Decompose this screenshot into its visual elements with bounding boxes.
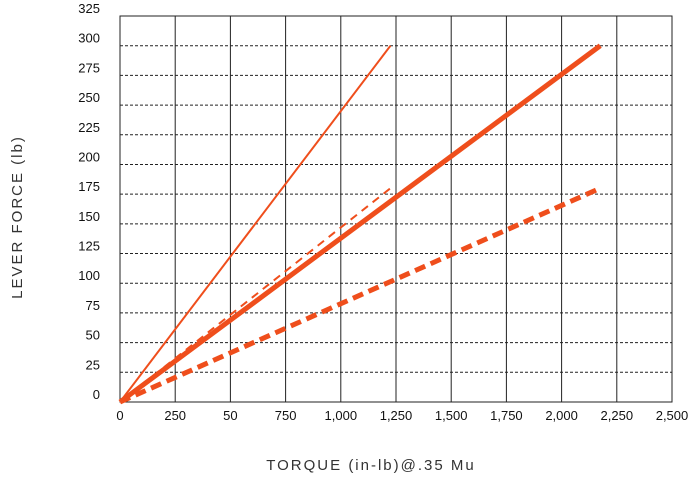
x-tick-label: 250 — [164, 408, 186, 423]
series-line-2 — [118, 43, 602, 405]
x-tick-label: 2,250 — [601, 408, 634, 423]
y-tick-label: 100 — [78, 268, 100, 283]
y-tick-label: 50 — [86, 328, 100, 343]
x-tick-label: 2,000 — [545, 408, 578, 423]
x-tick-label: 2,500 — [656, 408, 689, 423]
y-tick-label: 275 — [78, 60, 100, 75]
y-tick-label: 250 — [78, 90, 100, 105]
y-tick-label: 75 — [86, 298, 100, 313]
x-tick-label: 1,250 — [380, 408, 413, 423]
y-tick-label: 325 — [78, 1, 100, 16]
y-tick-label: 300 — [78, 31, 100, 46]
y-axis-title: LEVER FORCE (lb) — [9, 135, 26, 299]
x-tick-label: 1,500 — [435, 408, 468, 423]
y-tick-label: 225 — [78, 120, 100, 135]
x-tick-label: 0 — [116, 408, 123, 423]
series-line-4 — [118, 185, 602, 405]
y-tick-label: 25 — [86, 357, 100, 372]
series-group — [118, 43, 602, 405]
y-tick-label: 125 — [78, 239, 100, 254]
y-tick-label: 175 — [78, 179, 100, 194]
y-tick-label: 200 — [78, 149, 100, 164]
series-line-3 — [119, 187, 392, 403]
grid — [119, 15, 673, 403]
y-tick-labels: 0 25 50 75 100 125 150 175 200 225 250 275 300 325 — [78, 1, 100, 402]
x-tick-label: 50 — [223, 408, 237, 423]
plot-frame — [119, 15, 673, 403]
series-line-1 — [119, 45, 392, 403]
x-axis-title: TORQUE (in-lb)@.35 Mu — [266, 457, 475, 474]
x-tick-labels: 0 250 50 750 1,000 1,250 1,500 1,750 2,000 2,250 2… — [116, 408, 688, 423]
x-tick-label: 1,750 — [490, 408, 523, 423]
y-tick-label: 150 — [78, 209, 100, 224]
x-tick-label: 750 — [275, 408, 297, 423]
x-tick-label: 1,000 — [325, 408, 358, 423]
y-tick-label: 0 — [93, 387, 100, 402]
